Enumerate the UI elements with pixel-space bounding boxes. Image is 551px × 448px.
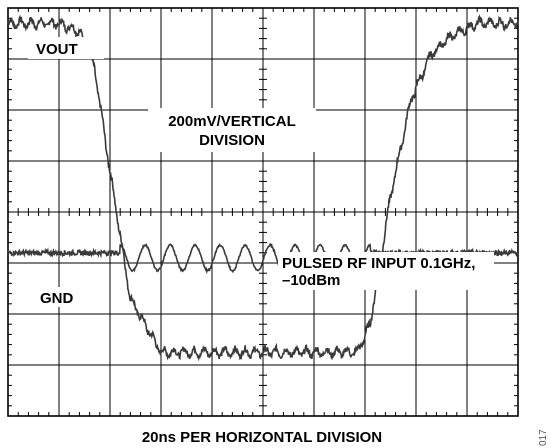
figure-code: 017 <box>538 429 549 446</box>
vout-label: VOUT <box>36 41 78 58</box>
scale-annotation-line2: DIVISION <box>199 132 265 149</box>
scale-annotation-bg <box>148 108 316 152</box>
gnd-label: GND <box>40 290 74 307</box>
input-annotation-line2: –10dBm <box>282 272 340 289</box>
gnd-label-bg <box>34 287 94 307</box>
vout-label-bg <box>28 37 104 59</box>
grid <box>7 7 519 417</box>
input-annotation-bg <box>278 252 494 290</box>
vout-trace <box>7 14 519 362</box>
input-annotation-line1: PULSED RF INPUT 0.1GHz, <box>282 255 475 272</box>
x-axis-label: 20ns PER HORIZONTAL DIVISION <box>142 429 382 446</box>
plot-border <box>7 7 519 417</box>
scale-annotation-line1: 200mV/VERTICAL <box>168 113 296 130</box>
